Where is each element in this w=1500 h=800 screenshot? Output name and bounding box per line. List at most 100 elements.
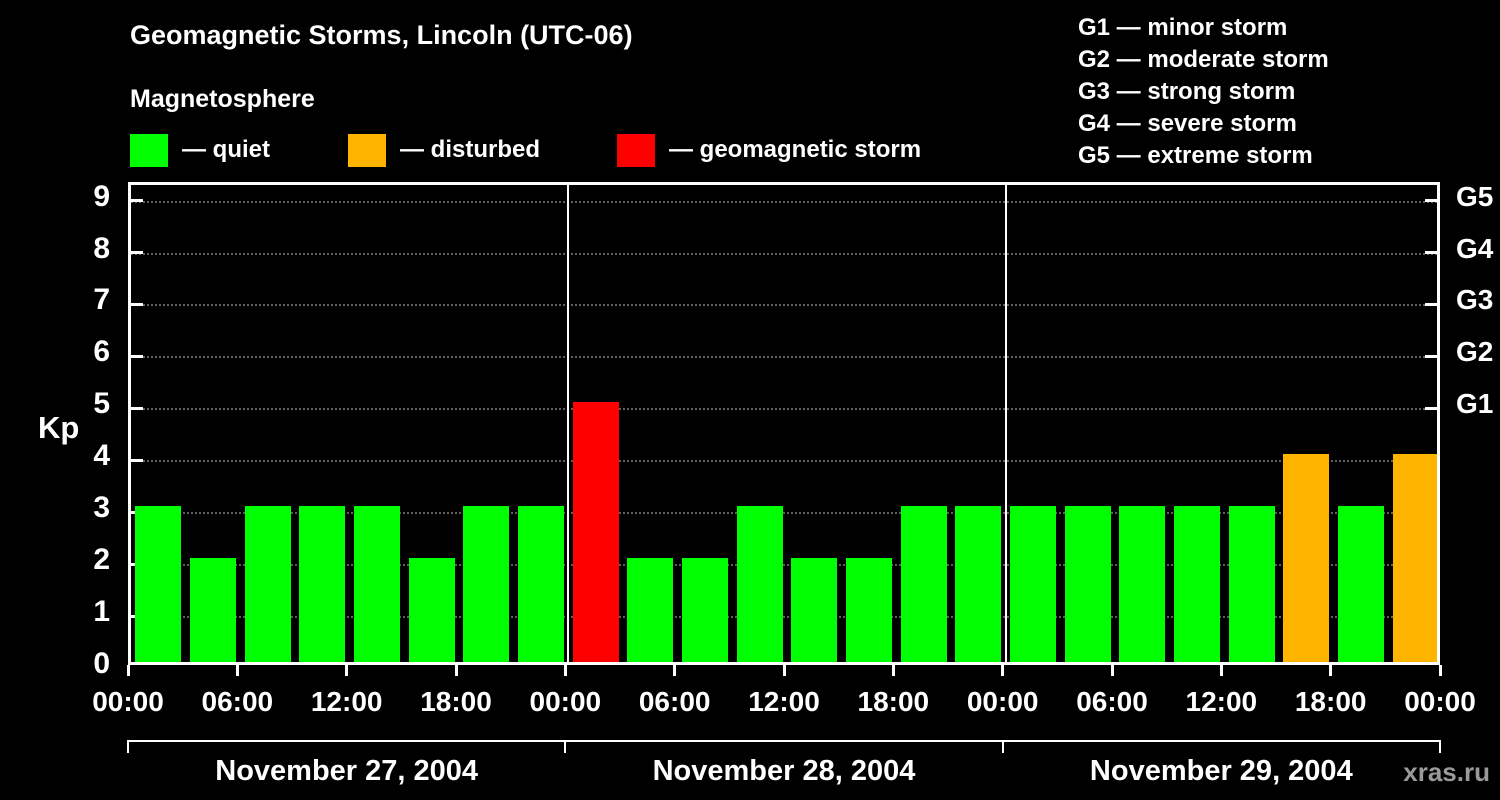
time-tick-label: 12:00 xyxy=(748,686,820,717)
legend-disturbed-label: — disturbed xyxy=(400,136,541,163)
disturbed-color-swatch xyxy=(348,133,386,167)
y-axis-tick xyxy=(1425,199,1437,203)
y-axis-tick xyxy=(1425,406,1437,410)
x-axis-tick xyxy=(345,665,349,676)
y-axis-tick xyxy=(131,199,143,203)
g-legend-item: G5 — extreme storm xyxy=(1078,142,1313,169)
gridline xyxy=(131,408,1437,411)
gridline xyxy=(131,200,1437,203)
date-axis-tick xyxy=(127,740,129,753)
y-axis-tick xyxy=(1425,251,1437,255)
time-tick-label: 12:00 xyxy=(310,686,383,717)
time-tick-label: 00:00 xyxy=(529,686,602,717)
kp-bar xyxy=(1228,506,1275,662)
day-separator xyxy=(567,185,570,662)
kp-bar xyxy=(354,506,400,662)
x-axis-tick xyxy=(454,665,458,676)
legend-quiet: — quiet xyxy=(130,132,270,168)
page-title: Geomagnetic Storms, Lincoln (UTC-06) xyxy=(130,20,633,50)
kp-bar xyxy=(1338,506,1384,662)
time-tick-label: 06:00 xyxy=(201,686,274,717)
kp-bar xyxy=(846,558,892,662)
y-tick-label: 1 xyxy=(93,595,110,629)
y-tick-label: 9 xyxy=(93,179,110,213)
kp-bar xyxy=(572,402,619,662)
date-label: November 28, 2004 xyxy=(652,755,916,787)
kp-bar xyxy=(682,558,728,662)
kp-bar xyxy=(408,558,455,662)
x-axis-tick xyxy=(563,665,567,676)
time-tick-label: 18:00 xyxy=(1294,686,1367,717)
g-level-label: G3 xyxy=(1456,284,1494,316)
y-axis-tick xyxy=(131,302,143,306)
kp-bar xyxy=(1119,506,1166,662)
g-level-label: G4 xyxy=(1456,232,1494,264)
time-tick-label: 06:00 xyxy=(638,686,711,717)
y-axis-tick xyxy=(1425,354,1437,358)
g-legend-item: G4 — severe storm xyxy=(1078,110,1297,137)
y-tick-label: 3 xyxy=(93,491,110,525)
quiet-color-swatch xyxy=(130,133,168,167)
y-axis-tick xyxy=(131,354,143,358)
kp-bar xyxy=(1010,506,1056,662)
x-axis-tick xyxy=(235,665,239,676)
date-axis-line xyxy=(128,740,1440,742)
date-label: November 29, 2004 xyxy=(1089,755,1353,787)
kp-bar xyxy=(1064,506,1111,662)
plot-inner xyxy=(131,185,1437,662)
kp-bar xyxy=(299,506,346,662)
x-axis-tick xyxy=(891,665,895,676)
y-tick-label: 7 xyxy=(93,283,110,317)
time-tick-label: 06:00 xyxy=(1076,686,1148,717)
kp-bar xyxy=(955,506,1002,662)
kp-bar xyxy=(1392,454,1437,662)
kp-bar xyxy=(463,506,510,662)
date-axis-tick xyxy=(1439,740,1441,753)
g-legend-item: G1 — minor storm xyxy=(1078,14,1288,41)
x-axis-tick xyxy=(782,665,786,676)
legend-storm-label: — geomagnetic storm xyxy=(669,136,922,163)
y-tick-label: 4 xyxy=(93,439,110,473)
y-tick-label: 6 xyxy=(93,335,110,369)
date-axis-tick xyxy=(564,740,567,753)
y-axis-tick xyxy=(131,458,143,462)
magnetosphere-heading: Magnetosphere xyxy=(130,85,315,113)
y-tick-label: 8 xyxy=(93,231,110,265)
date-axis-tick xyxy=(1001,740,1004,753)
y-axis-tick xyxy=(131,251,143,255)
legend-quiet-label: — quiet xyxy=(182,136,270,163)
x-axis-tick xyxy=(1001,665,1005,676)
x-axis-tick xyxy=(1438,665,1442,676)
y-axis-tick xyxy=(1425,302,1437,306)
legend-storm: — geomagnetic storm xyxy=(617,132,921,168)
kp-bar xyxy=(1174,506,1220,662)
gridline xyxy=(131,460,1437,463)
time-tick-label: 00:00 xyxy=(92,686,164,717)
kp-bar xyxy=(190,558,236,662)
gridline xyxy=(131,252,1437,255)
kp-bar xyxy=(1283,454,1330,662)
x-axis-tick xyxy=(1329,665,1333,676)
plot-area xyxy=(128,182,1440,665)
y-tick-label: 5 xyxy=(93,387,110,421)
day-separator xyxy=(1004,185,1007,662)
g-level-label: G5 xyxy=(1456,180,1494,212)
x-axis-tick xyxy=(1110,665,1114,676)
kp-bar xyxy=(518,506,564,662)
y-axis-title: Kp xyxy=(38,410,80,445)
g-level-label: G2 xyxy=(1456,336,1494,368)
kp-bar xyxy=(736,506,783,662)
gridline xyxy=(131,512,1437,515)
kp-bar xyxy=(900,506,947,662)
time-tick-label: 12:00 xyxy=(1185,686,1258,717)
g-scale-legend: G1 — minor storm G2 — moderate storm G3 — … xyxy=(1078,12,1329,172)
x-axis-tick xyxy=(673,665,677,676)
time-tick-label: 18:00 xyxy=(420,686,492,717)
date-label: November 27, 2004 xyxy=(215,755,479,787)
storm-color-swatch xyxy=(617,133,655,167)
time-tick-label: 00:00 xyxy=(966,686,1039,717)
kp-bar xyxy=(244,506,291,662)
kp-bar xyxy=(791,558,838,662)
x-axis-tick xyxy=(1219,665,1223,676)
